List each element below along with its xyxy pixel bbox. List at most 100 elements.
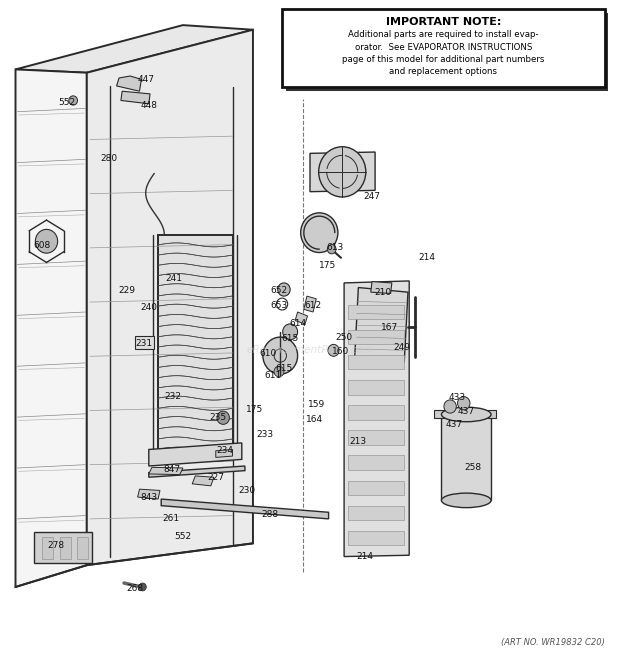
Polygon shape [16, 69, 87, 587]
Text: 615: 615 [281, 334, 299, 343]
Text: 615: 615 [275, 364, 293, 373]
Circle shape [69, 96, 78, 105]
Circle shape [458, 397, 470, 410]
Polygon shape [348, 305, 404, 319]
Text: 232: 232 [164, 392, 181, 401]
Polygon shape [310, 152, 375, 192]
Circle shape [217, 411, 229, 424]
Text: 610: 610 [259, 349, 277, 358]
Text: 608: 608 [33, 241, 51, 251]
Circle shape [328, 344, 339, 356]
Text: 230: 230 [238, 486, 255, 495]
Text: eReplacementParts.com: eReplacementParts.com [246, 345, 374, 356]
Text: 214: 214 [418, 253, 435, 262]
Polygon shape [348, 405, 404, 420]
Text: 247: 247 [363, 192, 381, 202]
Text: 250: 250 [335, 332, 353, 342]
Text: Additional parts are required to install evap-
orator.  See EVAPORATOR INSTRUCTI: Additional parts are required to install… [342, 30, 544, 76]
Text: 167: 167 [381, 323, 398, 332]
Text: 612: 612 [304, 301, 322, 310]
Text: 552: 552 [58, 98, 76, 107]
Text: 164: 164 [306, 415, 324, 424]
Text: 213: 213 [350, 437, 367, 446]
Ellipse shape [441, 493, 491, 508]
Polygon shape [348, 430, 404, 445]
Text: 847: 847 [164, 465, 181, 474]
Text: 437: 437 [458, 407, 475, 416]
Text: 280: 280 [100, 154, 117, 163]
Polygon shape [348, 380, 404, 395]
Circle shape [274, 366, 284, 377]
Text: 175: 175 [319, 261, 336, 270]
Bar [282, 9, 604, 87]
Text: 241: 241 [165, 274, 182, 284]
Circle shape [263, 337, 298, 374]
Circle shape [283, 324, 298, 340]
Polygon shape [295, 312, 308, 324]
Polygon shape [192, 476, 214, 486]
Text: 447: 447 [137, 75, 154, 84]
Circle shape [139, 583, 146, 591]
Polygon shape [135, 336, 154, 349]
Text: 160: 160 [332, 347, 350, 356]
Text: 448: 448 [140, 101, 157, 110]
Text: 611: 611 [264, 371, 281, 380]
Polygon shape [371, 282, 392, 293]
Text: 268: 268 [126, 584, 144, 593]
Text: 258: 258 [464, 463, 481, 473]
Text: 261: 261 [162, 514, 179, 524]
Polygon shape [60, 537, 71, 559]
Polygon shape [161, 499, 329, 519]
Text: 227: 227 [207, 473, 224, 482]
Ellipse shape [441, 407, 491, 422]
Polygon shape [158, 235, 232, 459]
Text: 613: 613 [326, 243, 343, 253]
Polygon shape [304, 296, 316, 312]
Text: 614: 614 [289, 319, 306, 329]
Circle shape [319, 147, 366, 197]
Polygon shape [149, 443, 242, 466]
Text: 210: 210 [374, 288, 392, 297]
Bar [441, 414, 491, 500]
Polygon shape [34, 532, 92, 563]
Polygon shape [355, 288, 408, 362]
Text: 233: 233 [257, 430, 274, 440]
Polygon shape [348, 330, 404, 344]
Polygon shape [42, 537, 53, 559]
Polygon shape [117, 76, 141, 91]
Polygon shape [344, 281, 409, 557]
Polygon shape [77, 537, 88, 559]
Text: IMPORTANT NOTE:: IMPORTANT NOTE: [386, 17, 501, 27]
Text: 214: 214 [356, 552, 373, 561]
Polygon shape [348, 481, 404, 495]
Polygon shape [138, 489, 160, 499]
Polygon shape [149, 466, 245, 477]
Text: 159: 159 [308, 400, 325, 409]
Polygon shape [87, 30, 253, 565]
Text: 288: 288 [261, 510, 278, 519]
Text: 652: 652 [270, 286, 288, 295]
Text: 278: 278 [47, 541, 64, 550]
Text: 229: 229 [118, 286, 136, 295]
Polygon shape [16, 25, 253, 73]
Text: 552: 552 [174, 532, 192, 541]
Circle shape [278, 283, 290, 296]
Text: 437: 437 [445, 420, 463, 429]
Polygon shape [216, 449, 232, 457]
Bar [286, 13, 608, 91]
Text: 234: 234 [216, 446, 233, 455]
Circle shape [327, 245, 336, 254]
Polygon shape [348, 531, 404, 545]
Text: 240: 240 [140, 303, 157, 312]
Polygon shape [434, 410, 496, 418]
Text: (ART NO. WR19832 C20): (ART NO. WR19832 C20) [500, 638, 604, 647]
Text: 249: 249 [393, 342, 410, 352]
Circle shape [301, 213, 338, 253]
Text: 231: 231 [135, 339, 153, 348]
Polygon shape [348, 455, 404, 470]
Polygon shape [348, 506, 404, 520]
Text: 433: 433 [449, 393, 466, 403]
Circle shape [35, 229, 58, 253]
Polygon shape [149, 467, 183, 475]
Text: 843: 843 [140, 492, 157, 502]
